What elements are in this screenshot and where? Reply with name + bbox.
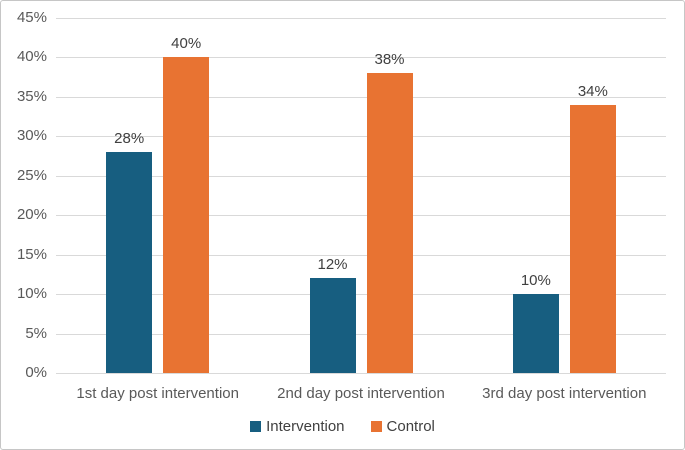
bar-value-label: 34% — [577, 82, 608, 100]
grid-line — [56, 175, 666, 177]
category-label: 1st day post intervention — [76, 385, 239, 402]
grid-line — [56, 18, 666, 19]
bar-value-label: 10% — [520, 272, 551, 290]
y-tick-label: 15% — [16, 245, 47, 263]
bar-value-label: 12% — [317, 256, 348, 274]
y-tick-label: 20% — [16, 206, 47, 224]
category-label: 2nd day post intervention — [277, 385, 445, 402]
bar-intervention-2 — [309, 278, 356, 373]
bar-intervention-3 — [512, 294, 559, 373]
grid-line — [56, 215, 666, 217]
y-tick-label: 25% — [16, 166, 47, 184]
legend-swatch-intervention-icon — [250, 420, 262, 432]
legend-item-intervention: Intervention — [250, 417, 345, 435]
y-tick-label: 35% — [16, 87, 47, 105]
bar-value-label: 38% — [374, 51, 405, 69]
grid-line — [56, 96, 666, 98]
legend-label-control: Control — [386, 417, 435, 435]
legend-item-control: Control — [370, 417, 435, 435]
y-tick-label: 0% — [25, 364, 47, 381]
grid-line — [56, 57, 666, 59]
legend-label-intervention: Intervention — [266, 417, 345, 435]
grid-line — [56, 136, 666, 138]
category-label: 3rd day post intervention — [482, 385, 647, 402]
legend: Intervention Control — [1, 415, 684, 437]
bar-intervention-1 — [106, 152, 153, 373]
y-tick-label: 45% — [16, 9, 47, 26]
bar-control-1 — [163, 57, 210, 373]
y-tick-label: 40% — [16, 48, 47, 66]
grid-line — [56, 373, 666, 374]
grid-line — [56, 333, 666, 335]
bar-value-label: 28% — [114, 130, 145, 148]
grid-line — [56, 254, 666, 256]
y-tick-label: 10% — [16, 285, 47, 303]
bar-control-3 — [569, 104, 616, 373]
bar-value-label: 40% — [171, 35, 202, 53]
y-tick-label: 5% — [25, 324, 47, 342]
grid-line — [56, 294, 666, 296]
legend-swatch-control-icon — [370, 420, 382, 432]
bar-control-2 — [366, 73, 413, 373]
y-tick-label: 30% — [16, 127, 47, 145]
